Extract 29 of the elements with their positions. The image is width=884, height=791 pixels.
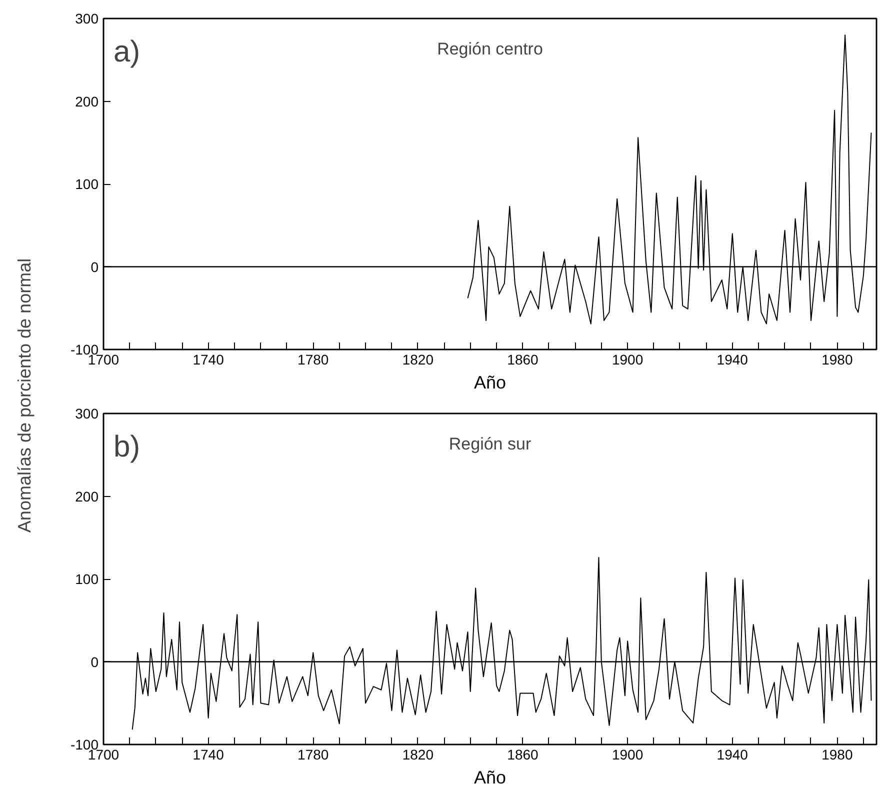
x-tick-label: 1980 [822,352,853,368]
annotation: b) [114,430,140,464]
x-tick-label: 1820 [402,352,434,368]
x-tick-label: 1940 [716,352,748,368]
x-tick-label: 1900 [612,352,644,368]
y-tick-label: 300 [75,406,99,422]
x-tick-label: 1740 [192,352,224,368]
x-tick-label: 1780 [298,746,329,762]
x-axis-title: Año [474,768,506,788]
x-axis-title: Año [474,372,506,392]
x-tick-label: 1860 [507,746,539,762]
x-tick-label: 1820 [402,746,434,762]
x-tick-label: 1980 [822,746,853,762]
x-tick-label: 1780 [298,352,329,368]
text: Región centro [437,40,543,58]
y-tick-label: 100 [75,176,99,192]
x-tick-label: 1900 [612,746,644,762]
y-tick-label: 0 [90,654,99,670]
y-tick-label: 0 [90,258,99,275]
y-tick-label: 100 [75,571,99,587]
annotation: a) [114,36,140,68]
x-tick-label: 1860 [507,352,539,368]
y-tick-label: 200 [75,93,99,110]
x-tick-label: 1740 [192,746,224,762]
y-tick-label: 300 [75,10,99,26]
y-axis-title: Anomalías de porciento de normal [14,258,34,533]
text: Región sur [448,434,532,454]
x-tick-label: 1940 [716,746,748,762]
y-tick-label: 200 [75,488,99,504]
